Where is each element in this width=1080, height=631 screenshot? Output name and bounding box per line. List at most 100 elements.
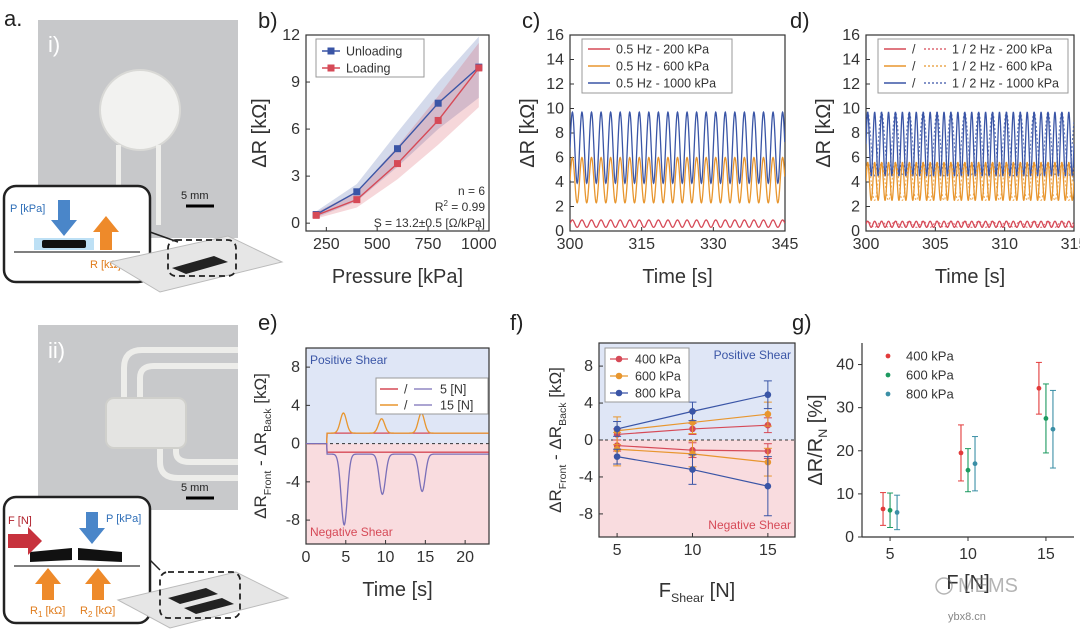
y-tick-label: 6 bbox=[555, 150, 564, 167]
y-tick-label: 12 bbox=[282, 27, 300, 44]
y-tick-label: 9 bbox=[291, 74, 300, 91]
y-tick-label: 8 bbox=[291, 359, 300, 376]
y-tick-label: -8 bbox=[286, 512, 300, 529]
data-point bbox=[764, 482, 772, 490]
legend-marker bbox=[615, 355, 623, 363]
data-point bbox=[965, 467, 971, 473]
force-arrow-icon bbox=[8, 527, 42, 555]
panel-label-f: f) bbox=[510, 310, 523, 335]
panel-a: a. i) 5 mm P [kPa] R [kΩ] bbox=[2, 6, 290, 629]
series-5N-negative bbox=[306, 442, 489, 453]
legend-label: 400 kPa bbox=[635, 353, 681, 367]
panel-label-a-i: i) bbox=[48, 32, 60, 57]
inset-ii-force-label: F [N] bbox=[8, 515, 32, 527]
x-tick-label: 5 bbox=[886, 546, 895, 563]
data-point bbox=[958, 450, 964, 456]
data-point bbox=[394, 160, 401, 168]
x-axis-label: Time [s] bbox=[362, 579, 432, 601]
shear-sensor bbox=[105, 397, 187, 449]
y-tick-label: 4 bbox=[555, 174, 564, 191]
y-tick-label: 2 bbox=[555, 199, 564, 216]
data-point bbox=[613, 425, 621, 433]
x-tick-label: 500 bbox=[364, 236, 391, 253]
y-tick-label: 2 bbox=[851, 199, 860, 216]
chart-f: 5 10 15 -8 -4 0 4 8 Positive Shear Negative Shear… bbox=[546, 342, 796, 605]
y-tick-label: 0 bbox=[584, 432, 593, 449]
data-point bbox=[689, 466, 696, 473]
chart-b: 250 500 750 1000 0 3 6 9 12 Unloading Loading n = 6… bbox=[249, 27, 497, 288]
legend-label: 800 kPa bbox=[906, 387, 954, 402]
scale-label-ii: 5 mm bbox=[181, 482, 209, 494]
legend-separator: / bbox=[404, 399, 408, 413]
series-trace-2 bbox=[866, 111, 1074, 177]
y-tick-label: 0 bbox=[291, 436, 300, 453]
inset-i-sensor bbox=[42, 240, 86, 248]
y-tick-label: 4 bbox=[851, 174, 860, 191]
y-tick-label: 6 bbox=[851, 150, 860, 167]
x-axis-label: Time [s] bbox=[642, 266, 712, 288]
legend-label: 0.5 Hz - 200 kPa bbox=[616, 43, 709, 57]
watermark-icon bbox=[935, 577, 953, 595]
inset-ii-sensor-right bbox=[78, 548, 122, 562]
panel-label-a: a. bbox=[4, 6, 22, 31]
y-tick-label: 8 bbox=[555, 125, 564, 142]
x-tick-label: 20 bbox=[456, 549, 474, 566]
legend-marker bbox=[327, 64, 335, 72]
y-tick-label: 10 bbox=[546, 101, 564, 118]
panel-label-g: g) bbox=[792, 310, 812, 335]
panel-label-d: d) bbox=[790, 8, 810, 33]
legend-label: 1 / 2 Hz - 200 kPa bbox=[952, 43, 1052, 57]
y-tick-label: 8 bbox=[851, 125, 860, 142]
data-point bbox=[353, 196, 361, 204]
x-tick-label: 315 bbox=[1061, 236, 1080, 253]
legend-box bbox=[877, 38, 1069, 94]
x-tick-label: 300 bbox=[557, 236, 584, 253]
data-point bbox=[475, 64, 483, 72]
y-tick-label: 40 bbox=[836, 357, 854, 374]
annotation-s: S = 13.2±0.5 [Ω/kPa] bbox=[374, 216, 485, 230]
device-i-pad bbox=[172, 256, 228, 274]
legend-box bbox=[375, 377, 489, 415]
series-trace-dotted-2 bbox=[866, 111, 1074, 177]
y-tick-label: -8 bbox=[579, 506, 593, 523]
plot-area bbox=[866, 111, 1074, 228]
device-ii-pad-2 bbox=[184, 598, 234, 614]
inset-ii-r2-label: R2 [kΩ] bbox=[80, 605, 115, 619]
legend-label: 0.5 Hz - 1000 kPa bbox=[616, 77, 716, 91]
x-tick-label: 10 bbox=[377, 549, 395, 566]
data-point bbox=[689, 408, 696, 415]
x-tick-label: 15 bbox=[416, 549, 434, 566]
legend-label: 400 kPa bbox=[906, 349, 954, 364]
photo-ii: ii) 5 mm bbox=[38, 325, 238, 510]
x-axis-label: FShear [N] bbox=[659, 580, 735, 605]
panel-label-c: c) bbox=[522, 8, 540, 33]
device-ii-sketch bbox=[116, 571, 290, 629]
lead-a bbox=[121, 347, 238, 400]
y-axis-label: ΔR [kΩ] bbox=[517, 98, 539, 167]
data-point bbox=[1043, 416, 1049, 421]
panel-label-e: e) bbox=[258, 310, 278, 335]
region-label-positive: Positive Shear bbox=[310, 353, 387, 367]
y-tick-label: 0 bbox=[555, 223, 564, 240]
negative-shear-region bbox=[306, 443, 489, 544]
x-tick-label: 5 bbox=[341, 549, 350, 566]
x-tick-label: 305 bbox=[922, 236, 949, 253]
plot-frame bbox=[305, 34, 490, 232]
legend-separator: / bbox=[404, 383, 408, 397]
lead-c bbox=[157, 440, 238, 481]
x-tick-label: 15 bbox=[759, 542, 777, 559]
legend-label: 1 / 2 Hz - 600 kPa bbox=[952, 60, 1052, 74]
y-tick-label: 14 bbox=[842, 52, 860, 69]
legend-marker bbox=[615, 372, 623, 380]
r2-arrow-icon bbox=[85, 568, 111, 600]
x-tick-label: 300 bbox=[853, 236, 880, 253]
y-tick-label: 4 bbox=[584, 395, 593, 412]
x-axis-label: Time [s] bbox=[935, 266, 1005, 288]
y-tick-label: 30 bbox=[836, 400, 854, 417]
x-axis-label: F [N] bbox=[946, 572, 989, 594]
legend-label: 600 kPa bbox=[906, 368, 954, 383]
data-point bbox=[880, 506, 886, 512]
x-tick-label: 1000 bbox=[461, 236, 497, 253]
data-point bbox=[353, 188, 361, 196]
legend-marker bbox=[327, 47, 335, 55]
